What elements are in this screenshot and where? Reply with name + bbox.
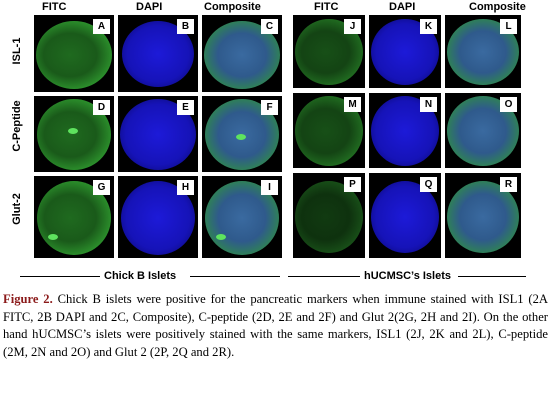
panel-letter: C	[261, 19, 278, 34]
micrograph-panel-i: I	[202, 176, 282, 258]
group-divider-left-a	[20, 276, 100, 277]
micrograph-panel-g: G	[34, 176, 114, 258]
figure-panel-grid: FITC DAPI Composite FITC DAPI Composite …	[11, 1, 526, 282]
group-divider-right-b	[458, 276, 526, 277]
column-header-composite-left: Composite	[204, 1, 261, 13]
panel-letter: J	[344, 19, 361, 34]
column-header-fitc-left: FITC	[42, 1, 67, 13]
micrograph-panel-j: J	[293, 15, 365, 88]
micrograph-panel-l: L	[445, 15, 521, 88]
panel-letter: O	[500, 97, 517, 112]
group-label-hucmsc-islets: hUCMSC’s Islets	[364, 270, 452, 282]
column-header-dapi-right: DAPI	[389, 1, 416, 13]
group-divider-left-b	[190, 276, 280, 277]
micrograph-panel-h: H	[118, 176, 198, 258]
figure-caption: Figure 2. Chick B islets were positive f…	[3, 291, 548, 361]
column-header-composite-right: Composite	[469, 1, 526, 13]
panel-letter: E	[177, 100, 194, 115]
group-label-chick-b-islets: Chick B Islets	[104, 270, 177, 282]
column-header-dapi-left: DAPI	[136, 1, 163, 13]
panel-letter: R	[500, 177, 517, 192]
micrograph-panel-q: Q	[369, 173, 441, 258]
panel-letter: L	[500, 19, 517, 34]
micrograph-panel-a: A	[34, 15, 114, 92]
micrograph-panel-o: O	[445, 93, 521, 168]
group-divider-right-a	[288, 276, 360, 277]
figure-caption-label: Figure 2.	[3, 292, 53, 306]
row-label-isl1: ISL-1	[11, 37, 23, 65]
micrograph-panel-d: D	[34, 96, 114, 172]
panel-letter: F	[261, 100, 278, 115]
panel-letter: A	[93, 19, 110, 34]
figure-caption-text: Chick B islets were positive for the pan…	[3, 292, 548, 359]
panel-letter: Q	[420, 177, 437, 192]
panel-letter: D	[93, 100, 110, 115]
panel-letter: H	[177, 180, 194, 195]
micrograph-panel-e: E	[118, 96, 198, 172]
row-label-glut2: Glut-2	[11, 193, 23, 225]
panel-letter: K	[420, 19, 437, 34]
micrograph-panel-n: N	[369, 93, 441, 168]
micrograph-panel-b: B	[118, 15, 198, 92]
panel-letter: I	[261, 180, 278, 195]
row-label-c-peptide: C-Peptide	[11, 100, 23, 152]
panel-letter: B	[177, 19, 194, 34]
micrograph-panel-p: P	[293, 173, 365, 258]
micrograph-panel-m: M	[293, 93, 365, 168]
micrograph-panel-f: F	[202, 96, 282, 172]
column-header-fitc-right: FITC	[314, 1, 339, 13]
panel-letter: G	[93, 180, 110, 195]
panel-letter: N	[420, 97, 437, 112]
micrograph-panel-k: K	[369, 15, 441, 88]
micrograph-panel-c: C	[202, 15, 282, 92]
panel-letter: M	[344, 97, 361, 112]
micrograph-panel-r: R	[445, 173, 521, 258]
panel-letter: P	[344, 177, 361, 192]
